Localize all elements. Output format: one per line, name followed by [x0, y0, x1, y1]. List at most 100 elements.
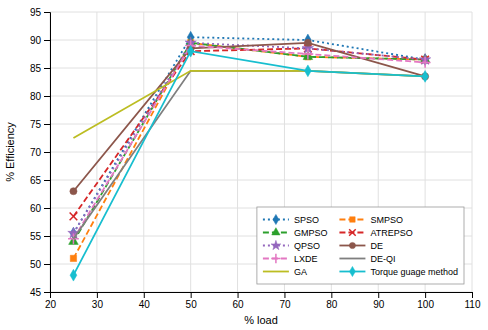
y-axis-line: [44, 13, 51, 293]
x-tick: 30: [92, 292, 104, 310]
legend-entry: QPSO: [263, 240, 320, 250]
series-point: [70, 255, 76, 261]
x-tick-mark: [378, 292, 379, 298]
x-tick-label: 20: [45, 299, 57, 310]
legend-entry: SMPSO: [339, 215, 403, 225]
y-tick-label: 95: [30, 7, 42, 18]
y-tick: 70: [30, 147, 50, 158]
y-tick-mark: [44, 292, 50, 293]
legend-marker: [273, 214, 279, 224]
legend-entry: GA: [263, 267, 307, 277]
x-tick-mark: [425, 292, 426, 298]
x-tick: 70: [279, 292, 291, 310]
legend-entry: SPSO: [263, 214, 319, 224]
grid-line-y: [50, 12, 472, 13]
y-tick-label: 85: [30, 63, 42, 74]
series-point: [420, 57, 431, 68]
x-tick-label: 60: [232, 299, 244, 310]
x-tick: 60: [232, 292, 244, 310]
x-tick-label: 30: [92, 299, 104, 310]
legend-entry: LXDE: [263, 254, 318, 264]
grid-line-y: [50, 40, 472, 41]
legend-marker: [349, 229, 356, 236]
legend-label: LXDE: [294, 254, 318, 264]
legend-marker: [349, 242, 355, 248]
y-tick: 55: [30, 231, 50, 242]
x-tick: 90: [373, 292, 385, 310]
legend-entry: GMPSO: [263, 228, 328, 238]
x-tick-label: 40: [139, 299, 151, 310]
x-tick-mark: [144, 292, 145, 298]
x-tick-label: 70: [279, 299, 291, 310]
legend-marker: [272, 228, 280, 235]
series-point: [70, 188, 77, 195]
y-tick: 85: [30, 63, 50, 74]
x-tick: 100: [417, 292, 434, 310]
x-axis-title: % load: [244, 314, 278, 326]
x-tick-mark: [97, 292, 98, 298]
x-tick-mark: [331, 292, 332, 298]
x-tick-mark: [238, 292, 239, 298]
y-tick-mark: [44, 180, 50, 181]
y-axis-title: % Efficiency: [4, 122, 16, 182]
series-point: [304, 65, 311, 77]
x-tick-mark: [191, 292, 192, 298]
legend-label: ATREPSO: [370, 228, 412, 238]
x-tick-mark: [284, 292, 285, 298]
series-point: [302, 49, 313, 60]
legend-label: Torque guage method: [370, 267, 458, 277]
legend-entry: DE: [339, 241, 383, 251]
y-tick-mark: [44, 68, 50, 69]
x-tick: 50: [186, 292, 198, 310]
x-tick: 110: [465, 292, 481, 310]
y-tick-mark: [44, 208, 50, 209]
legend-frame: [257, 207, 464, 284]
y-tick-label: 80: [30, 91, 42, 102]
y-tick-label: 90: [30, 35, 42, 46]
x-tick-mark: [472, 292, 473, 298]
x-tick-label: 100: [417, 299, 434, 310]
legend-marker: [271, 240, 281, 249]
y-tick-label: 60: [30, 203, 42, 214]
y-tick-label: 70: [30, 147, 42, 158]
series-line: [73, 51, 425, 275]
chart: 20 30 40 50 60 70 80 90 100 110 45 50 55 60 65 70 75 80 85…: [0, 0, 488, 330]
y-tick: 80: [30, 91, 50, 102]
legend-marker: [349, 266, 355, 276]
legend-label: QPSO: [294, 241, 320, 251]
y-tick: 50: [30, 259, 50, 270]
y-tick-mark: [44, 124, 50, 125]
legend-entry: Torque guage method: [339, 266, 458, 276]
y-tick: 45: [30, 287, 50, 298]
series-line: [73, 37, 425, 233]
y-tick-label: 65: [30, 175, 42, 186]
grid-line-y: [50, 124, 472, 125]
legend: SPSO SMPSO GMPSO ATREPSO QPSO DE LXDE DE-QI GA To…: [257, 207, 464, 284]
grid: [50, 12, 472, 292]
y-tick-label: 55: [30, 231, 42, 242]
x-tick-label: 80: [326, 299, 338, 310]
y-tick-label: 75: [30, 119, 42, 130]
legend-label: DE-QI: [370, 254, 395, 264]
legend-marker: [271, 254, 280, 263]
series-line: [73, 71, 425, 138]
legend-marker: [350, 217, 355, 222]
plot-area: [68, 31, 431, 281]
y-tick-mark: [44, 264, 50, 265]
y-tick-label: 50: [30, 259, 42, 270]
legend-label: SPSO: [294, 215, 319, 225]
x-tick: 80: [326, 292, 338, 310]
x-axis: 20 30 40 50 60 70 80 90 100 110: [45, 292, 481, 310]
series-point: [187, 45, 194, 57]
y-tick-mark: [44, 12, 50, 13]
y-tick-mark: [44, 96, 50, 97]
x-tick: 40: [139, 292, 151, 310]
y-axis: 45 50 55 60 65 70 75 80 85 90 95: [30, 7, 51, 298]
y-tick-mark: [44, 236, 50, 237]
series-point: [70, 213, 78, 221]
y-tick: 90: [30, 35, 50, 46]
y-tick-mark: [44, 40, 50, 41]
x-tick-label: 50: [186, 299, 198, 310]
x-tick-label: 90: [373, 299, 385, 310]
series-point: [304, 34, 311, 46]
